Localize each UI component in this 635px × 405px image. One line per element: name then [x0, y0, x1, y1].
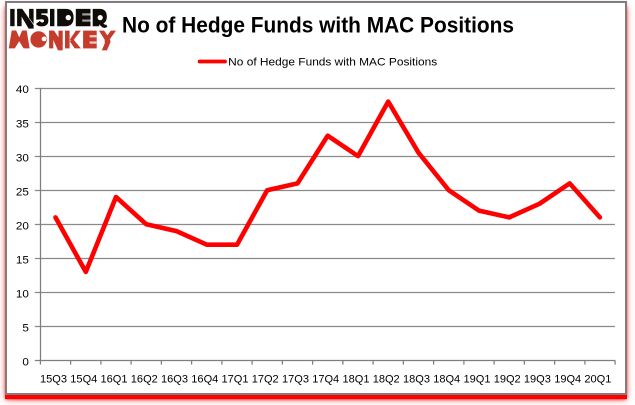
svg-text:19Q4: 19Q4 — [554, 374, 581, 386]
svg-text:20Q1: 20Q1 — [584, 374, 611, 386]
svg-text:18Q3: 18Q3 — [403, 374, 430, 386]
svg-text:16Q4: 16Q4 — [191, 374, 218, 386]
svg-text:15: 15 — [16, 254, 29, 266]
svg-text:5: 5 — [22, 322, 29, 334]
svg-text:0: 0 — [22, 356, 29, 368]
svg-text:25: 25 — [16, 186, 29, 198]
svg-text:No of Hedge Funds with MAC Pos: No of Hedge Funds with MAC Positions — [228, 57, 438, 69]
svg-text:30: 30 — [16, 152, 29, 164]
svg-text:20: 20 — [16, 220, 29, 232]
svg-text:18Q1: 18Q1 — [343, 374, 370, 386]
svg-text:17Q3: 17Q3 — [282, 374, 309, 386]
svg-text:17Q1: 17Q1 — [222, 374, 249, 386]
svg-text:19Q2: 19Q2 — [494, 374, 521, 386]
svg-text:18Q2: 18Q2 — [373, 374, 400, 386]
svg-text:No of Hedge Funds with MAC Pos: No of Hedge Funds with MAC Positions — [122, 12, 514, 37]
svg-text:16Q2: 16Q2 — [131, 374, 158, 386]
svg-text:19Q3: 19Q3 — [524, 374, 551, 386]
svg-text:19Q1: 19Q1 — [464, 374, 491, 386]
svg-text:10: 10 — [16, 288, 29, 300]
svg-text:18Q4: 18Q4 — [433, 374, 460, 386]
svg-text:17Q2: 17Q2 — [252, 374, 279, 386]
svg-text:17Q4: 17Q4 — [312, 374, 339, 386]
svg-text:16Q1: 16Q1 — [101, 374, 128, 386]
svg-text:35: 35 — [16, 118, 29, 130]
svg-text:16Q3: 16Q3 — [161, 374, 188, 386]
svg-text:40: 40 — [16, 84, 29, 96]
svg-text:15Q3: 15Q3 — [40, 374, 67, 386]
svg-text:15Q4: 15Q4 — [70, 374, 97, 386]
